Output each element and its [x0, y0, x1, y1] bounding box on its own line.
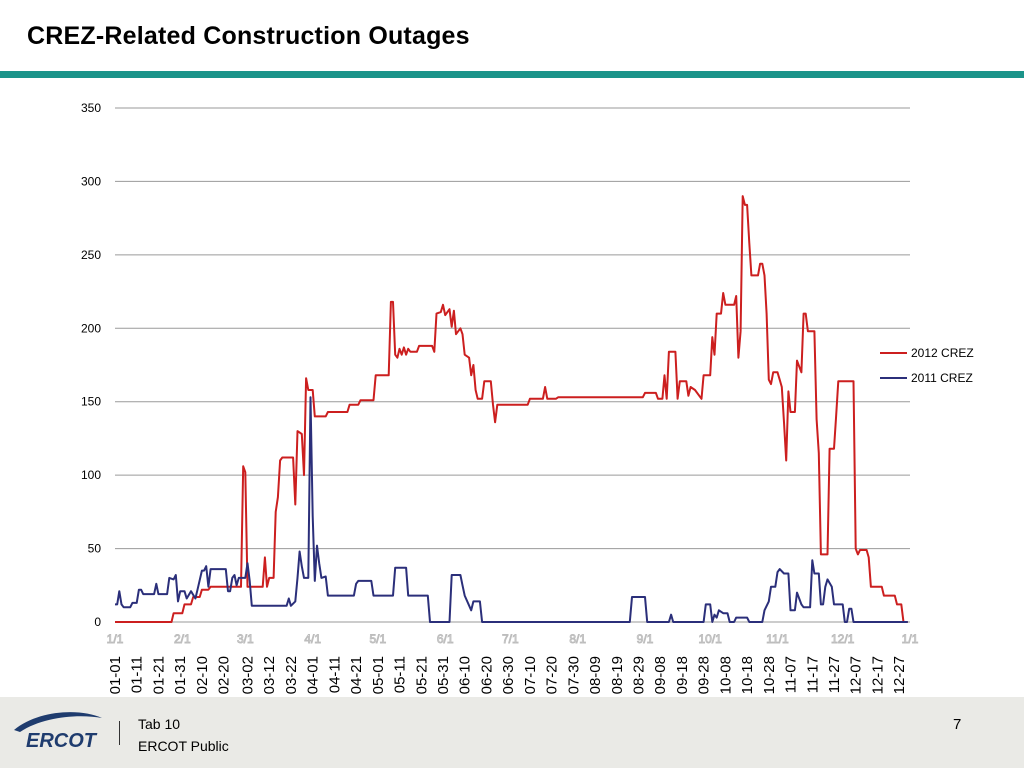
x-date-label: 09-28: [696, 656, 713, 694]
x-date-label: 01-11: [129, 656, 146, 693]
x-date-label: 12-27: [891, 656, 908, 694]
x-date-label: 07-20: [544, 656, 561, 694]
x-date-label: 04-01: [305, 656, 322, 694]
logo-swoosh: [14, 712, 102, 732]
page-number: 7: [953, 716, 962, 733]
x-date-label: 07-30: [565, 656, 582, 694]
y-tick-label: 300: [81, 174, 101, 188]
x-date-label: 05-21: [413, 656, 430, 694]
footer-classification: ERCOT Public: [138, 738, 229, 754]
x-date-label: 01-21: [150, 656, 167, 694]
x-date-label: 11-27: [826, 656, 843, 693]
x-axis-date-labels: 01-01 01-11 01-21 01-31 02-10 02-20 03-02 03-12…: [107, 656, 908, 694]
x-date-label: 11-07: [783, 656, 800, 693]
x-date-label: 11-17: [804, 656, 821, 693]
y-tick-label: 350: [81, 101, 101, 115]
x-date-label: 10-28: [761, 656, 778, 694]
y-tick-label: 100: [81, 468, 101, 482]
x-month-label: 3/1: [237, 632, 254, 646]
x-date-label: 07-10: [522, 656, 539, 694]
x-date-label: 04-11: [326, 656, 343, 693]
x-month-label: 12/1: [831, 632, 855, 646]
x-date-label: 04-21: [348, 656, 365, 694]
x-date-label: 05-01: [370, 656, 387, 694]
gridlines: [115, 107, 910, 623]
ercot-logo: ERCOT: [14, 712, 102, 752]
y-axis-ticks: 0 50 100 150 200 250 300 350: [81, 101, 101, 629]
x-date-label: 12-07: [848, 656, 865, 694]
footer-separator: [119, 721, 120, 745]
x-date-label: 10-08: [717, 656, 734, 694]
x-date-label: 05-11: [392, 656, 409, 693]
x-month-label: 6/1: [437, 632, 454, 646]
x-month-label: 1/1: [107, 632, 124, 646]
x-month-label: 9/1: [637, 632, 654, 646]
y-tick-label: 200: [81, 321, 101, 335]
x-month-label: 2/1: [174, 632, 191, 646]
x-date-label: 09-18: [674, 656, 691, 694]
x-month-label: 8/1: [569, 632, 586, 646]
x-month-label: 7/1: [502, 632, 519, 646]
x-date-label: 05-31: [435, 656, 452, 694]
title-divider: [0, 71, 1024, 78]
legend-label: 2011 CREZ: [911, 371, 973, 385]
x-date-label: 10-18: [739, 656, 756, 694]
series-line-2012: [115, 195, 908, 623]
x-date-label: 02-20: [216, 656, 233, 694]
footer-tab-label: Tab 10: [138, 716, 181, 732]
page-title: CREZ-Related Construction Outages: [27, 22, 470, 50]
footer-bar: ERCOT Tab 10 ERCOT Public 7: [0, 697, 1024, 768]
x-date-label: 06-30: [500, 656, 517, 694]
x-date-label: 08-09: [587, 656, 604, 694]
x-date-label: 08-19: [609, 656, 626, 694]
chart-legend: 2012 CREZ 2011 CREZ: [880, 346, 974, 385]
x-date-label: 03-02: [240, 656, 257, 694]
y-tick-label: 0: [94, 615, 101, 629]
y-tick-label: 150: [81, 395, 101, 409]
x-month-label: 10/1: [698, 632, 722, 646]
x-month-label: 5/1: [369, 632, 386, 646]
logo-text: ERCOT: [26, 730, 98, 752]
y-tick-label: 50: [88, 542, 102, 556]
y-tick-label: 250: [81, 248, 101, 262]
series-lines: [115, 195, 908, 623]
x-date-label: 06-20: [478, 656, 495, 694]
x-month-label: 4/1: [304, 632, 321, 646]
x-date-label: 03-22: [283, 656, 300, 694]
x-date-label: 02-10: [194, 656, 211, 694]
x-date-label: 06-10: [457, 656, 474, 694]
x-date-label: 01-31: [172, 656, 189, 694]
x-date-label: 12-17: [869, 656, 886, 694]
x-date-label: 01-01: [107, 656, 124, 694]
x-month-label: 11/1: [766, 632, 789, 646]
x-date-label: 09-08: [652, 656, 669, 694]
x-date-label: 03-12: [261, 656, 278, 694]
x-date-label: 08-29: [630, 656, 647, 694]
line-chart: 0 50 100 150 200 250 300 350 1/1 2/1 3/1 4/1 5/1 6/1…: [81, 101, 974, 694]
x-month-label: 1/1: [902, 632, 919, 646]
x-axis-month-labels: 1/1 2/1 3/1 4/1 5/1 6/1 7/1 8/1 9/1 10/1 11/1 12/1 1…: [106, 632, 919, 647]
series-line-2011: [115, 396, 908, 623]
legend-label: 2012 CREZ: [911, 346, 974, 360]
